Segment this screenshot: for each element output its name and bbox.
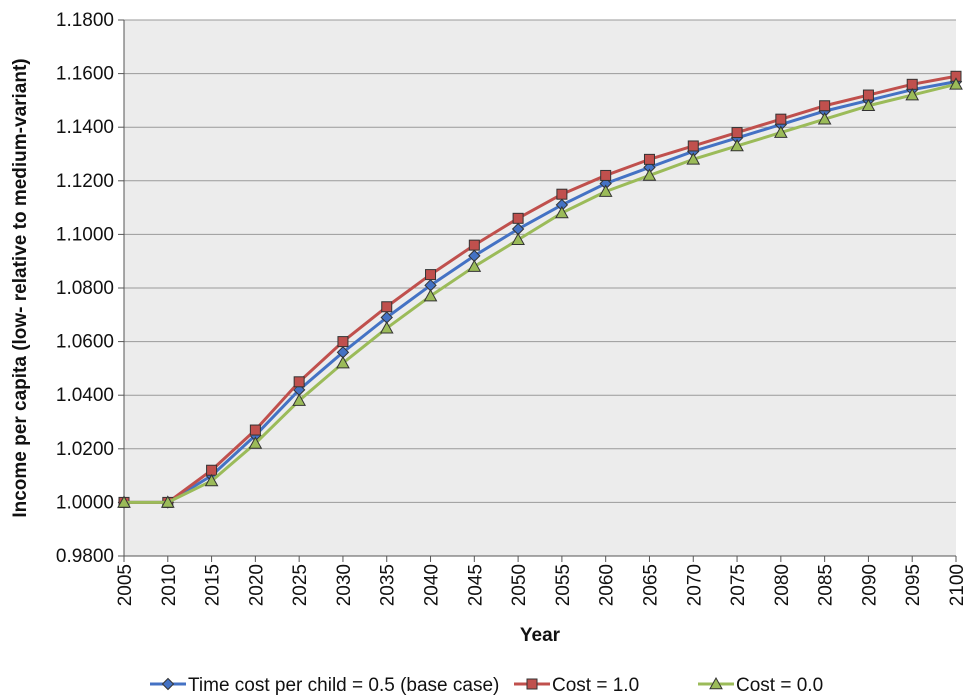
data-point <box>775 113 787 125</box>
y-tick-label: 1.1400 <box>56 117 114 138</box>
data-point <box>425 269 437 281</box>
y-tick-label: 1.0200 <box>56 439 114 460</box>
axes <box>118 19 957 562</box>
x-tick-label: 2090 <box>859 564 880 606</box>
x-tick-label: 2040 <box>422 564 443 606</box>
data-point <box>861 98 876 112</box>
series-line <box>124 74 957 504</box>
data-point <box>248 436 263 449</box>
y-tick-label: 1.0600 <box>56 332 114 353</box>
legend-item: Cost = 1.0 <box>514 675 639 696</box>
data-point <box>598 184 613 197</box>
x-tick-label: 2095 <box>903 564 924 606</box>
y-axis-title: Income per capita (low- relative to medi… <box>10 58 31 517</box>
data-point <box>337 336 349 348</box>
y-tick-label: 1.1600 <box>56 64 114 85</box>
data-point <box>906 78 918 90</box>
legend-swatch-marker <box>161 677 175 691</box>
y-tick-label: 1.0000 <box>56 492 114 513</box>
y-tick-label: 1.1800 <box>56 10 114 31</box>
data-point <box>731 127 743 139</box>
data-point <box>293 376 305 388</box>
x-tick-label: 2010 <box>159 564 180 606</box>
data-point <box>642 168 657 181</box>
legend-swatch-marker <box>526 678 538 690</box>
data-point <box>381 301 393 313</box>
x-tick-label: 2065 <box>640 564 661 606</box>
data-point <box>730 138 744 152</box>
y-tick-label: 1.1000 <box>56 224 114 245</box>
data-point <box>862 89 874 101</box>
data-point <box>379 321 394 334</box>
data-point <box>292 393 307 406</box>
x-tick-label: 2080 <box>772 564 793 606</box>
legend-item: Time cost per child = 0.5 (base case) <box>150 675 499 696</box>
legend-item: Cost = 0.0 <box>698 675 823 696</box>
data-point <box>206 464 218 476</box>
y-tick-label: 1.0400 <box>56 385 114 406</box>
data-point <box>949 77 963 90</box>
x-tick-label: 2070 <box>684 564 705 606</box>
x-tick-label: 2030 <box>334 564 355 606</box>
x-tick-label: 2005 <box>115 564 136 606</box>
legend-label: Cost = 1.0 <box>552 675 639 696</box>
x-tick-label: 2075 <box>728 564 749 606</box>
data-point <box>467 259 482 272</box>
data-point <box>204 473 219 487</box>
data-point <box>686 152 701 165</box>
x-tick-label: 2045 <box>465 564 486 606</box>
x-tick-label: 2015 <box>203 564 224 606</box>
data-point <box>423 289 438 302</box>
x-tick-label: 2025 <box>290 564 311 606</box>
x-tick-label: 2085 <box>816 564 837 606</box>
x-tick-label: 2100 <box>947 564 968 606</box>
data-point <box>556 188 568 200</box>
x-tick-label: 2055 <box>553 564 574 606</box>
series-line <box>124 80 957 504</box>
data-point <box>687 140 699 152</box>
legend: Time cost per child = 0.5 (base case) Cos… <box>150 675 823 696</box>
gridlines <box>124 19 956 557</box>
legend-swatch-marker <box>709 676 723 690</box>
data-point <box>512 212 524 224</box>
x-axis-title: Year <box>520 625 561 646</box>
data-point <box>600 169 612 181</box>
series-line <box>124 82 957 504</box>
legend-label: Cost = 0.0 <box>736 675 823 696</box>
series-3 <box>117 77 963 508</box>
data-point <box>817 112 832 125</box>
series-group <box>117 70 963 509</box>
data-point <box>905 88 920 101</box>
x-tick-label: 2050 <box>509 564 530 606</box>
y-tick-label: 1.0800 <box>56 278 114 299</box>
data-point <box>643 153 655 165</box>
data-point <box>773 125 788 138</box>
data-point <box>511 232 525 246</box>
x-tick-label: 2060 <box>597 564 618 606</box>
data-point <box>555 205 569 219</box>
data-point <box>468 239 480 251</box>
data-point <box>336 356 350 369</box>
data-point <box>160 495 175 508</box>
data-point <box>249 424 261 436</box>
series-2 <box>118 70 962 508</box>
x-tick-label: 2020 <box>246 564 267 606</box>
legend-label: Time cost per child = 0.5 (base case) <box>188 675 499 696</box>
x-tick-label: 2035 <box>378 564 399 606</box>
y-tick-label: 1.1200 <box>56 171 114 192</box>
data-point <box>117 495 131 508</box>
tick-labels: 0.9800 1.0000 1.0200 1.0400 1.0600 1.0800 1.10… <box>56 10 968 606</box>
data-point <box>819 100 831 112</box>
y-tick-label: 0.9800 <box>56 546 114 567</box>
